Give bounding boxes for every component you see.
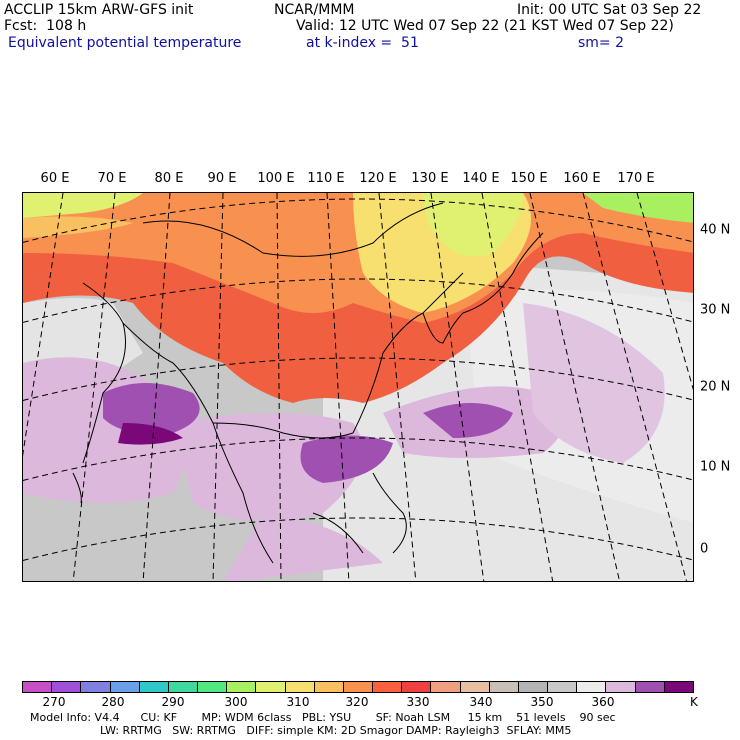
colorbar-swatch <box>402 682 432 692</box>
colorbar-swatch <box>168 682 199 692</box>
lat-label: 10 N <box>700 459 731 475</box>
colorbar-tick: 350 <box>530 695 554 709</box>
model-title: ACCLIP 15km ARW-GFS init <box>4 2 194 18</box>
colorbar-tick: 320 <box>345 695 369 709</box>
model-info-line1: Model Info: V4.4 CU: KF MP: WDM 6class P… <box>30 711 616 724</box>
forecast-hour: Fcst: 108 h <box>4 18 87 34</box>
lon-label: 120 E <box>359 171 397 186</box>
colorbar-tick: 300 <box>224 695 248 709</box>
colorbar-tick: 310 <box>286 695 310 709</box>
lon-label: 140 E <box>462 171 500 186</box>
colorbar-tick: 330 <box>406 695 430 709</box>
colorbar-swatch <box>664 682 693 692</box>
colorbar-swatch <box>373 682 403 692</box>
lon-label: 70 E <box>97 171 127 186</box>
smoothing-label: sm= 2 <box>578 35 625 51</box>
lat-label: 40 N <box>700 222 731 238</box>
lon-label: 160 E <box>563 171 601 186</box>
lon-label: 110 E <box>307 171 345 186</box>
colorbar-swatch <box>460 682 490 692</box>
colorbar-swatch <box>431 682 461 692</box>
colorbar-swatch <box>198 682 228 692</box>
lat-label: 20 N <box>700 379 731 395</box>
colorbar-swatch <box>489 682 519 692</box>
map-panel <box>22 192 694 582</box>
colorbar-swatch <box>110 682 140 692</box>
colorbar-unit: K <box>690 695 698 709</box>
lat-label: 0 <box>700 541 709 557</box>
model-info-line2: LW: RRTMG SW: RRTMG DIFF: simple KM: 2D … <box>100 724 572 737</box>
colorbar-swatch <box>606 682 636 692</box>
colorbar-swatch <box>343 682 374 692</box>
lon-label: 80 E <box>154 171 184 186</box>
colorbar-swatch <box>23 682 53 692</box>
colorbar-tick: 290 <box>161 695 185 709</box>
colorbar-tick: 360 <box>591 695 615 709</box>
colorbar-swatch <box>314 682 344 692</box>
center-name: NCAR/MMM <box>274 2 355 18</box>
colorbar <box>22 681 694 693</box>
colorbar-swatch <box>256 682 286 692</box>
lon-label: 150 E <box>510 171 548 186</box>
lon-label: 100 E <box>257 171 295 186</box>
init-time: Init: 00 UTC Sat 03 Sep 22 <box>517 2 702 18</box>
colorbar-swatch <box>52 682 82 692</box>
lon-label: 130 E <box>411 171 449 186</box>
colorbar-swatch <box>81 682 111 692</box>
colorbar-swatch <box>227 682 257 692</box>
lon-label: 60 E <box>40 171 70 186</box>
colorbar-swatch <box>635 682 665 692</box>
colorbar-swatch <box>139 682 169 692</box>
field-name: Equivalent potential temperature <box>8 35 242 51</box>
level-index: at k-index = 51 <box>306 35 419 51</box>
colorbar-swatch <box>518 682 549 692</box>
colorbar-swatch <box>548 682 578 692</box>
colorbar-swatch <box>577 682 607 692</box>
theta-e-field <box>23 193 693 581</box>
lon-label: 170 E <box>617 171 655 186</box>
lon-label: 90 E <box>207 171 237 186</box>
colorbar-tick: 280 <box>101 695 125 709</box>
valid-time: Valid: 12 UTC Wed 07 Sep 22 (21 KST Wed … <box>296 18 674 34</box>
colorbar-tick: 270 <box>42 695 66 709</box>
colorbar-swatch <box>285 682 315 692</box>
lat-label: 30 N <box>700 302 731 318</box>
colorbar-tick: 340 <box>469 695 493 709</box>
